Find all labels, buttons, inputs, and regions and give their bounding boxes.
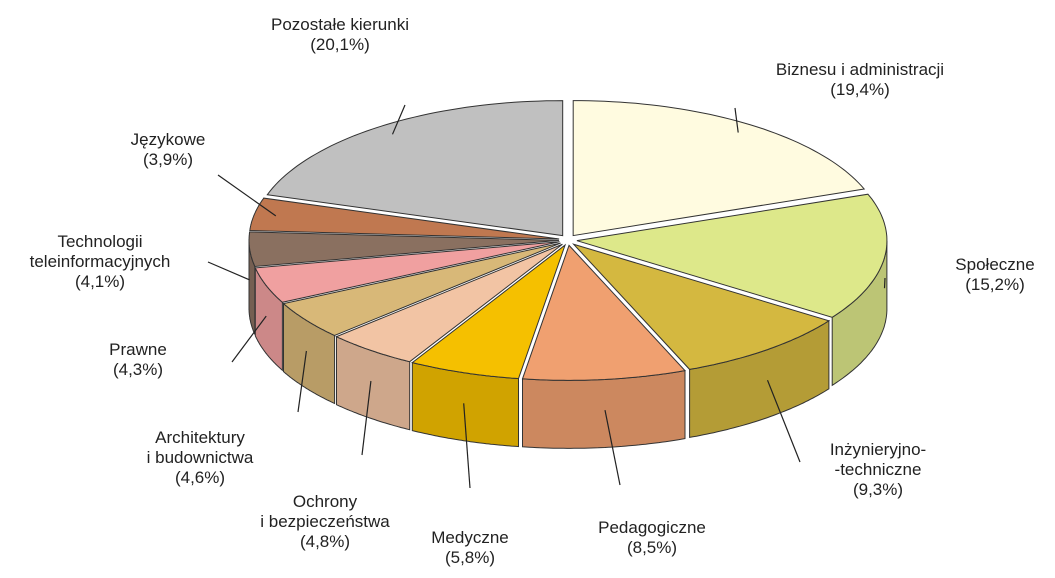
slice (572, 243, 831, 370)
slice (572, 100, 866, 237)
slice-label: Prawne (4,3%) (109, 340, 167, 380)
slice (248, 231, 560, 268)
value-label: (8,5%) (626, 538, 678, 557)
category-label: Językowe (130, 130, 206, 149)
slice (282, 242, 561, 337)
slice (521, 244, 687, 381)
value-label: (5,8%) (444, 548, 496, 567)
value-label: (19,4%) (830, 80, 890, 99)
slice (576, 193, 888, 318)
slice-label: Ochrony i bezpieczeństwa (4,8%) (260, 492, 389, 552)
slice (335, 243, 563, 363)
slice-label: Pozostałe kierunki (20,1%) (271, 15, 409, 55)
value-label: (3,9%) (142, 150, 194, 169)
slice-side (522, 370, 686, 449)
leader-line (207, 261, 250, 281)
category-label: Biznesu i administracji (775, 60, 945, 79)
slice-label: Architektury i budownictwa (4,6%) (147, 428, 254, 488)
category-label: Medyczne (431, 528, 509, 547)
category-label: Pozostałe kierunki (271, 15, 409, 34)
slice-label: Społeczne (15,2%) (955, 255, 1034, 295)
leader-line (766, 379, 801, 463)
category-label: Pedagogiczne (598, 518, 706, 537)
slice-label: Pedagogiczne (8,5%) (598, 518, 706, 558)
category-label: Architektury i budownictwa (146, 428, 254, 467)
value-label: (20,1%) (310, 35, 370, 54)
category-label: Prawne (109, 340, 167, 359)
category-label: Społeczne (955, 255, 1035, 274)
slice-label: Medyczne (5,8%) (431, 528, 508, 568)
leader-line (297, 350, 307, 413)
value-label: (4,6%) (174, 468, 226, 487)
value-label: (15,2%) (965, 275, 1025, 294)
leader-line (361, 380, 372, 456)
leader-line (734, 107, 739, 133)
category-label: Inżynieryjno- -techniczne (829, 440, 927, 479)
leader-line (883, 277, 886, 289)
value-label: (4,1%) (74, 272, 126, 291)
slice-label: Biznesu i administracji (19,4%) (776, 60, 944, 100)
slice-label: Inżynieryjno- -techniczne (9,3%) (830, 440, 926, 500)
slice (254, 241, 560, 303)
leader-line (463, 403, 471, 489)
category-label: Ochrony i bezpieczeństwa (260, 492, 390, 531)
leader-line (391, 104, 406, 135)
slice (249, 197, 560, 240)
value-label: (4,3%) (112, 360, 164, 379)
category-label: Technologii teleinformacyjnych (29, 232, 171, 271)
leader-line (231, 315, 267, 363)
value-label: (9,3%) (852, 480, 904, 499)
leader-line (604, 409, 621, 486)
leader-line (217, 174, 277, 217)
value-label: (4,8%) (299, 532, 351, 551)
slice (411, 243, 567, 380)
slice (266, 100, 564, 237)
slice-label: Technologii teleinformacyjnych (4,1%) (30, 232, 171, 292)
slice-label: Językowe (3,9%) (131, 130, 206, 170)
